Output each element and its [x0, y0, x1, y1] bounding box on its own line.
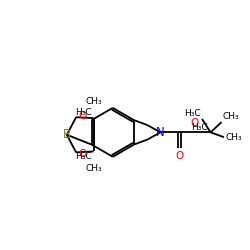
Text: CH₃: CH₃	[225, 133, 242, 142]
Text: O: O	[78, 111, 87, 121]
Text: B: B	[63, 128, 71, 141]
Text: H₃C: H₃C	[184, 109, 201, 118]
Text: O: O	[176, 151, 184, 161]
Text: N: N	[156, 126, 165, 139]
Text: H₃C: H₃C	[75, 152, 92, 161]
Text: O: O	[78, 148, 87, 158]
Text: O: O	[190, 118, 199, 128]
Text: CH₃: CH₃	[86, 97, 102, 106]
Text: H₃C: H₃C	[192, 124, 208, 132]
Text: H₃C: H₃C	[75, 108, 92, 117]
Text: CH₃: CH₃	[223, 112, 240, 121]
Text: CH₃: CH₃	[86, 164, 102, 172]
